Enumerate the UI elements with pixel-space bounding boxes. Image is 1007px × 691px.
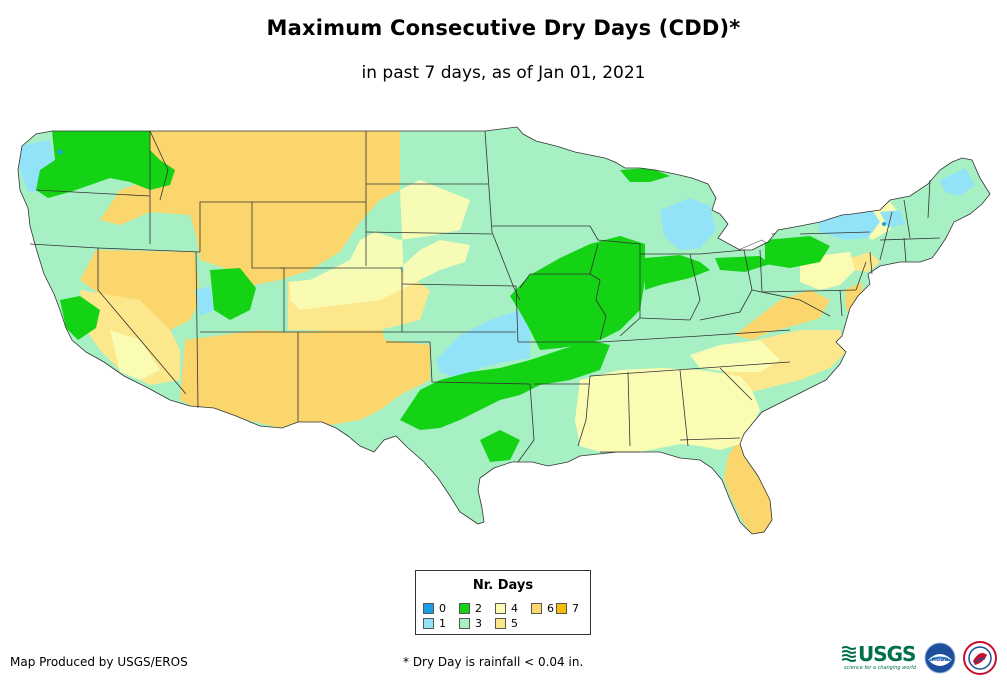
legend-label: 6 [547, 602, 554, 615]
legend-swatch [459, 603, 470, 614]
legend-swatch [423, 603, 434, 614]
legend-swatch [531, 603, 542, 614]
level-0-spots [57, 149, 886, 226]
footnote-text: * Dry Day is rainfall < 0.04 in. [403, 655, 584, 669]
usgs-logo: USGS [842, 643, 918, 665]
legend-title: Nr. Days [472, 578, 534, 593]
noaa-logo: noaa [924, 642, 956, 674]
legend-swatch [423, 618, 434, 629]
level-2-regions [36, 131, 830, 462]
legend: Nr. Days 0 1 2 3 4 5 6 7 [415, 570, 591, 635]
usgs-tagline: science for a changing world [844, 665, 916, 671]
legend-label: 3 [475, 617, 482, 630]
legend-label: 7 [572, 602, 579, 615]
map-subtitle: in past 7 days, as of Jan 01, 2021 [361, 63, 646, 83]
usgs-wave-icon [842, 646, 856, 662]
legend-swatch [495, 618, 506, 629]
usgs-wordmark: USGS [858, 642, 916, 666]
nws-logo [963, 641, 997, 675]
noaa-wordmark: noaa [932, 656, 949, 663]
legend-label: 4 [511, 602, 518, 615]
legend-label: 0 [439, 602, 446, 615]
legend-label: 5 [511, 617, 518, 630]
legend-label: 2 [475, 602, 482, 615]
agency-logos: USGS science for a changing world noaa [842, 640, 1002, 684]
credit-text: Map Produced by USGS/EROS [10, 655, 188, 669]
state-borders [17, 126, 991, 535]
map-title: Maximum Consecutive Dry Days (CDD)* [266, 16, 741, 40]
legend-label: 1 [439, 617, 446, 630]
legend-swatch [495, 603, 506, 614]
legend-swatch [459, 618, 470, 629]
legend-swatch [556, 603, 567, 614]
level-6-regions [80, 131, 862, 534]
